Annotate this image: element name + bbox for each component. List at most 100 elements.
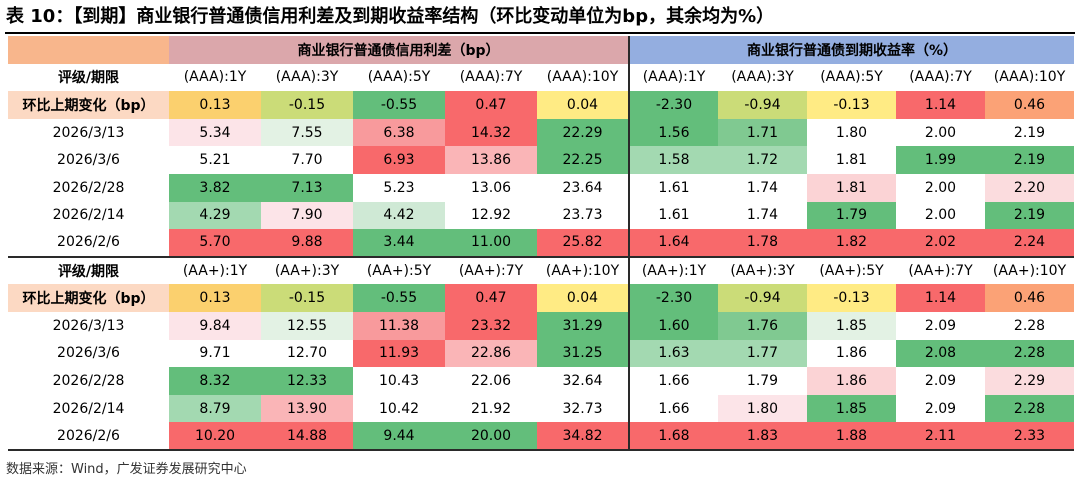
value-cell: 1.79 xyxy=(807,201,896,230)
change-cell: -0.94 xyxy=(718,91,807,119)
value-cell: 12.55 xyxy=(261,311,353,340)
value-cell: 25.82 xyxy=(537,229,629,258)
date-cell: 2026/2/6 xyxy=(8,422,169,451)
change-cell: 0.04 xyxy=(537,284,629,312)
column-header: (AAA):3Y xyxy=(718,63,807,92)
date-cell: 2026/3/6 xyxy=(8,339,169,368)
value-cell: 1.77 xyxy=(718,339,807,368)
value-cell: 2.20 xyxy=(985,173,1075,202)
value-cell: 22.29 xyxy=(537,118,629,147)
value-cell: 1.74 xyxy=(718,201,807,230)
value-cell: 11.38 xyxy=(353,311,445,340)
column-header: (AAA):7Y xyxy=(896,63,985,92)
value-cell: 21.92 xyxy=(445,394,537,423)
value-cell: 1.66 xyxy=(628,394,718,423)
change-label: 环比上期变化（bp） xyxy=(8,91,169,119)
value-cell: 9.44 xyxy=(353,422,445,451)
change-cell: 0.46 xyxy=(985,284,1075,312)
value-cell: 4.29 xyxy=(169,201,261,230)
value-cell: 1.86 xyxy=(807,367,896,395)
value-cell: 3.82 xyxy=(169,173,261,202)
change-cell: -0.55 xyxy=(353,284,445,312)
value-cell: 1.74 xyxy=(718,173,807,202)
value-cell: 2.19 xyxy=(985,146,1075,174)
group-header-blank xyxy=(8,36,169,64)
column-header: (AA+):5Y xyxy=(807,256,896,285)
table-row: 2026/2/6 5.70 9.88 3.44 11.00 25.82 1.64 1.78 1.… xyxy=(8,229,1075,258)
column-header: (AA+):1Y xyxy=(628,256,718,285)
value-cell: 22.25 xyxy=(537,146,629,174)
value-cell: 2.08 xyxy=(896,339,985,368)
column-header: (AA+):10Y xyxy=(985,256,1075,285)
value-cell: 1.64 xyxy=(628,229,718,258)
value-cell: 2.00 xyxy=(896,201,985,230)
column-header: (AAA):1Y xyxy=(628,63,718,92)
value-cell: 12.33 xyxy=(261,367,353,395)
value-cell: 3.44 xyxy=(353,229,445,258)
value-cell: 7.55 xyxy=(261,118,353,147)
column-header: (AA+):1Y xyxy=(169,256,261,285)
change-cell: -2.30 xyxy=(628,91,718,119)
value-cell: 7.70 xyxy=(261,146,353,174)
change-row: 环比上期变化（bp） 0.13 -0.15 -0.55 0.47 0.04 -2.30 -0.… xyxy=(8,284,1075,312)
change-cell: 0.13 xyxy=(169,284,261,312)
value-cell: 11.00 xyxy=(445,229,537,258)
value-cell: 10.20 xyxy=(169,422,261,451)
column-header: (AA+):7Y xyxy=(445,256,537,285)
value-cell: 1.80 xyxy=(807,118,896,147)
value-cell: 2.19 xyxy=(985,118,1075,147)
value-cell: 12.92 xyxy=(445,201,537,230)
change-cell: -0.15 xyxy=(261,284,353,312)
value-cell: 2.09 xyxy=(896,311,985,340)
value-cell: 2.02 xyxy=(896,229,985,258)
value-cell: 1.82 xyxy=(807,229,896,258)
value-cell: 5.21 xyxy=(169,146,261,174)
change-cell: 0.47 xyxy=(445,91,537,119)
column-header: (AA+):5Y xyxy=(353,256,445,285)
value-cell: 4.42 xyxy=(353,201,445,230)
column-header: (AAA):5Y xyxy=(353,63,445,92)
group-header-yield: 商业银行普通债到期收益率（%） xyxy=(627,36,1075,64)
value-cell: 2.09 xyxy=(896,367,985,395)
column-header: (AA+):10Y xyxy=(537,256,629,285)
change-cell: 0.04 xyxy=(537,91,629,119)
value-cell: 2.24 xyxy=(985,229,1075,258)
value-cell: 5.34 xyxy=(169,118,261,147)
value-cell: 14.88 xyxy=(261,422,353,451)
value-cell: 7.90 xyxy=(261,201,353,230)
table-row: 2026/2/28 3.82 7.13 5.23 13.06 23.64 1.61 1.74 1… xyxy=(8,173,1075,202)
change-cell: 1.14 xyxy=(896,284,985,312)
date-cell: 2026/3/13 xyxy=(8,118,169,147)
title-rule xyxy=(5,32,1075,34)
value-cell: 23.73 xyxy=(537,201,629,230)
value-cell: 1.85 xyxy=(807,394,896,423)
change-cell: 0.13 xyxy=(169,91,261,119)
change-cell: 0.47 xyxy=(445,284,537,312)
date-cell: 2026/2/28 xyxy=(8,367,169,395)
value-cell: 2.29 xyxy=(985,367,1075,395)
date-cell: 2026/2/6 xyxy=(8,229,169,258)
change-cell: -2.30 xyxy=(628,284,718,312)
value-cell: 31.25 xyxy=(537,339,629,368)
change-label: 环比上期变化（bp） xyxy=(8,284,169,312)
value-cell: 1.76 xyxy=(718,311,807,340)
change-cell: 1.14 xyxy=(896,91,985,119)
table-row: 2026/3/13 5.34 7.55 6.38 14.32 22.29 1.56 1.71 1… xyxy=(8,118,1075,147)
column-header: (AA+):3Y xyxy=(718,256,807,285)
value-cell: 9.71 xyxy=(169,339,261,368)
value-cell: 9.88 xyxy=(261,229,353,258)
column-header: (AAA):10Y xyxy=(537,63,629,92)
value-cell: 1.88 xyxy=(807,422,896,451)
value-cell: 2.28 xyxy=(985,311,1075,340)
value-cell: 8.32 xyxy=(169,367,261,395)
value-cell: 1.66 xyxy=(628,367,718,395)
value-cell: 1.80 xyxy=(718,394,807,423)
value-cell: 1.58 xyxy=(628,146,718,174)
change-cell: 0.46 xyxy=(985,91,1075,119)
value-cell: 6.38 xyxy=(353,118,445,147)
table-row: 2026/2/14 4.29 7.90 4.42 12.92 23.73 1.61 1.74 1… xyxy=(8,201,1075,230)
rating-term-label: 评级/期限 xyxy=(8,256,169,285)
value-cell: 22.86 xyxy=(445,339,537,368)
value-cell: 1.81 xyxy=(807,173,896,202)
value-cell: 1.60 xyxy=(628,311,718,340)
